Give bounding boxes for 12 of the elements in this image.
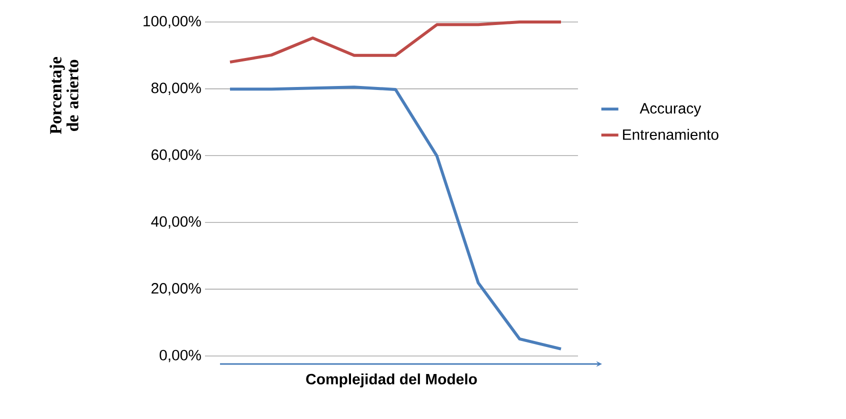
y-tick-label: 0,00%	[160, 350, 201, 362]
legend-label: Accuracy	[640, 103, 702, 117]
y-axis-title: Porcentaje de acierto	[50, 57, 78, 134]
y-tick-label: 20,00%	[152, 283, 201, 296]
y-tick-label: 60,00%	[152, 149, 201, 162]
x-axis-title: Complejidad del Modelo	[306, 373, 477, 388]
line-series	[228, 20, 562, 64]
y-tick-label: 40,00%	[151, 216, 201, 229]
y-tick-label: 100,00%	[144, 16, 201, 28]
line-series	[228, 86, 562, 350]
legend-label: Entrenamiento	[623, 128, 718, 140]
y-tick-label: 80,00%	[151, 82, 201, 95]
